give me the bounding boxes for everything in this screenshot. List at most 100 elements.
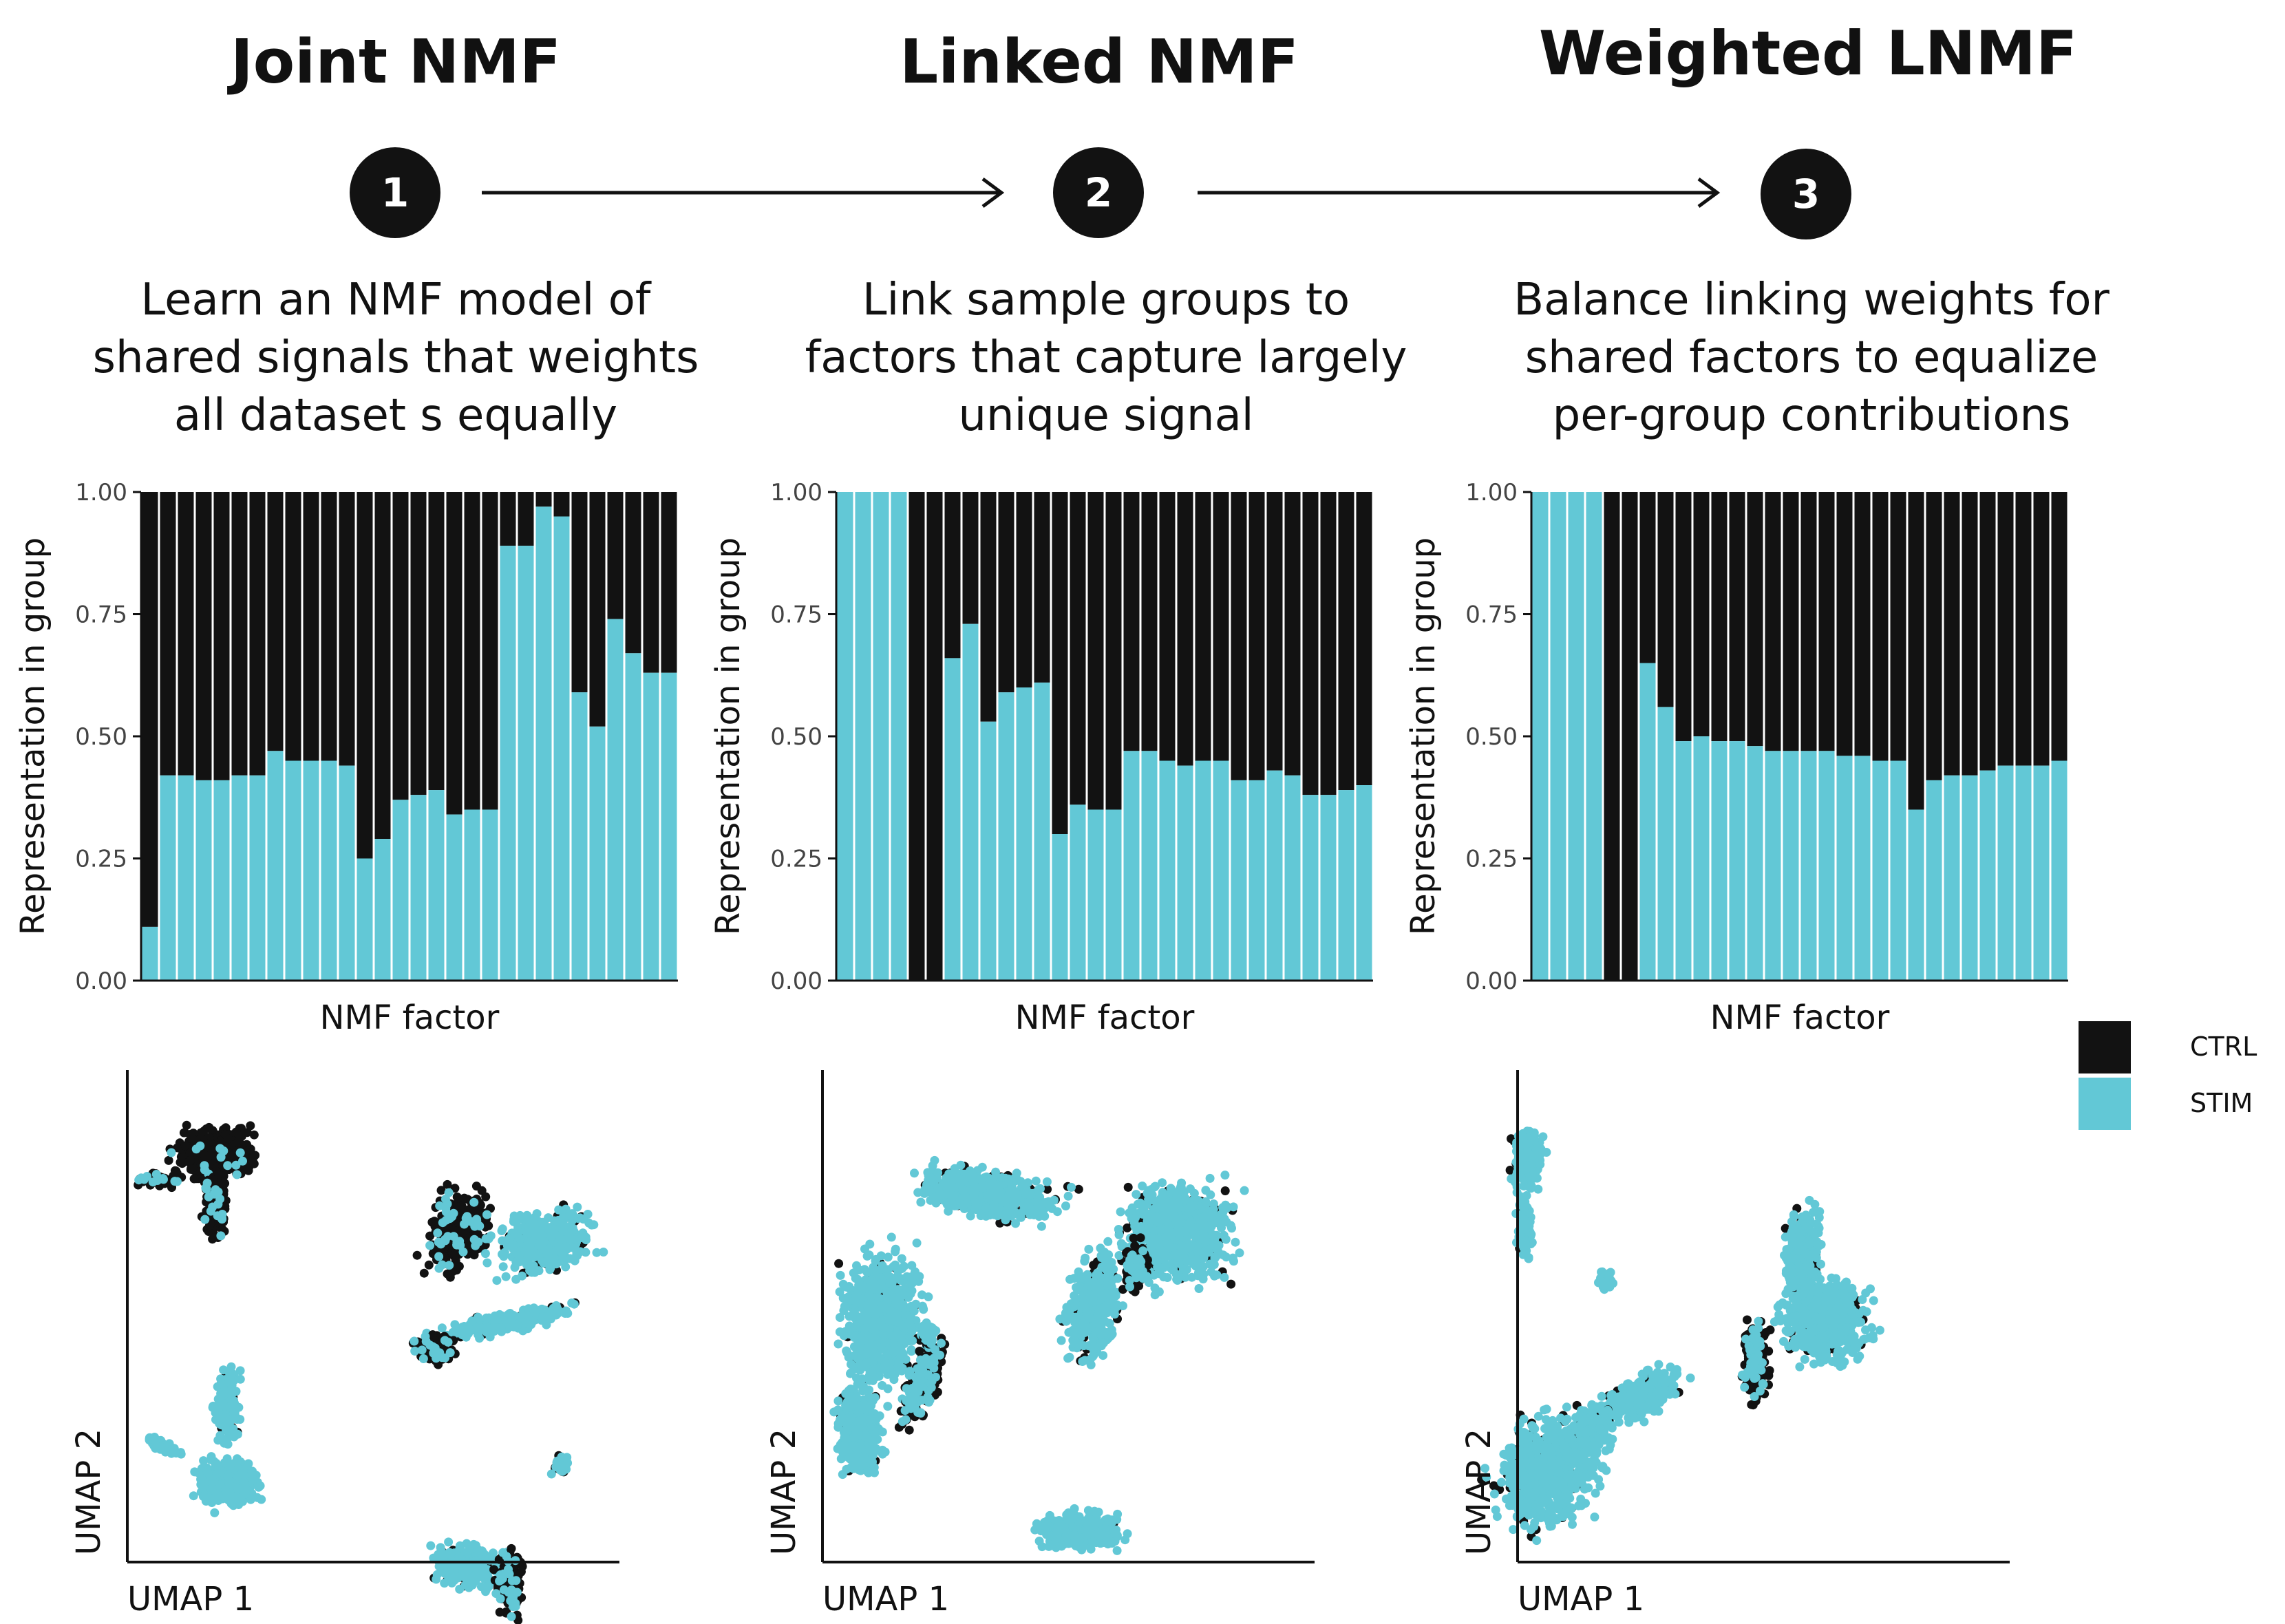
- umap-point-stim: [534, 1252, 544, 1261]
- umap-point-ctrl: [249, 1130, 259, 1140]
- umap-point-stim: [878, 1427, 887, 1437]
- bar-ctrl: [160, 492, 176, 776]
- umap-point-stim: [861, 1316, 871, 1325]
- umap-point-stim: [513, 1319, 522, 1329]
- umap-point-stim: [492, 1315, 502, 1325]
- bar-stim: [1693, 736, 1710, 981]
- x-axis-label: NMF factor: [1710, 998, 1890, 1037]
- x-axis-label: NMF factor: [320, 998, 500, 1037]
- umap-point-stim: [546, 1469, 556, 1479]
- umap-point-stim: [478, 1570, 488, 1579]
- bar-stim: [837, 492, 853, 981]
- umap-point-stim: [1061, 1201, 1070, 1210]
- umap-point-stim: [928, 1161, 937, 1171]
- umap-point-stim: [875, 1305, 884, 1314]
- umap-point-stim: [231, 1160, 241, 1170]
- bar-stim: [643, 672, 659, 981]
- umap-point-stim: [202, 1465, 212, 1475]
- umap-point-stim: [210, 1508, 220, 1517]
- umap-point-stim: [511, 1257, 521, 1267]
- description-line: shared signals that weights: [92, 332, 699, 383]
- umap-point-stim: [1002, 1199, 1012, 1208]
- umap-point-stim: [878, 1261, 887, 1270]
- umap-point-stim: [248, 1475, 258, 1484]
- umap-point-stim: [1040, 1211, 1050, 1221]
- umap-point-stim: [592, 1248, 602, 1257]
- umap-point-stim: [946, 1176, 955, 1186]
- umap-point-stim: [578, 1228, 588, 1238]
- umap-point-stim: [916, 1197, 926, 1207]
- umap-point-stim: [928, 1175, 937, 1184]
- umap-point-stim: [501, 1272, 511, 1281]
- bar-stim: [374, 839, 391, 981]
- umap-point-ctrl: [454, 1193, 463, 1203]
- bar-stim: [589, 726, 606, 981]
- umap-point-stim: [238, 1156, 247, 1166]
- umap-point-ctrl: [199, 1126, 209, 1136]
- bar-stim: [1747, 746, 1763, 981]
- umap-point-ctrl: [220, 1179, 230, 1188]
- bar-stim: [553, 516, 570, 981]
- umap-point-stim: [539, 1237, 549, 1247]
- bar-ctrl: [1034, 492, 1050, 683]
- bar-stim: [231, 775, 248, 981]
- bar-ctrl: [1800, 492, 1817, 751]
- umap-point-ctrl: [412, 1250, 422, 1260]
- bar-stim: [661, 672, 677, 981]
- umap-point-stim: [511, 1556, 520, 1566]
- bar-ctrl: [1836, 492, 1853, 756]
- bar-ctrl: [1052, 492, 1068, 834]
- bar-stim: [2015, 765, 2032, 981]
- umap-point-stim: [1003, 1174, 1013, 1184]
- umap-point-stim: [410, 1346, 420, 1356]
- umap-point-stim: [854, 1265, 864, 1274]
- umap-point-stim: [844, 1321, 854, 1331]
- umap-point-stim: [840, 1301, 849, 1311]
- bar-stim: [2051, 760, 2068, 981]
- umap-point-stim: [518, 1271, 527, 1281]
- umap-point-stim: [554, 1205, 564, 1215]
- umap-point-stim: [915, 1272, 924, 1281]
- bar-ctrl: [1908, 492, 1924, 810]
- description-line: per-group contributions: [1552, 390, 2071, 441]
- bar-ctrl: [428, 492, 445, 791]
- umap-point-stim: [1011, 1199, 1020, 1208]
- bar-ctrl: [195, 492, 212, 780]
- umap-point-stim: [499, 1569, 509, 1579]
- umap-point-stim: [167, 1148, 176, 1157]
- bar-ctrl: [1284, 492, 1301, 776]
- umap-point-stim: [195, 1141, 205, 1151]
- umap-point-ctrl: [436, 1186, 446, 1195]
- bar-ctrl: [1087, 492, 1104, 810]
- umap-point-stim: [924, 1292, 933, 1302]
- bar-stim: [1338, 790, 1354, 981]
- umap-point-ctrl: [424, 1260, 434, 1270]
- umap-point-stim: [575, 1213, 585, 1223]
- umap-point-stim: [844, 1453, 853, 1462]
- bar-stim: [464, 809, 480, 981]
- bar-stim: [1248, 780, 1265, 981]
- umap-point-stim: [460, 1322, 469, 1331]
- umap-point-stim: [493, 1323, 502, 1333]
- umap-point-ctrl: [495, 1607, 504, 1617]
- bar-stim: [392, 800, 409, 981]
- umap-point-stim: [882, 1287, 891, 1296]
- umap-point-stim: [893, 1285, 903, 1294]
- umap-point-stim: [213, 1496, 223, 1505]
- umap-point-stim: [558, 1226, 568, 1236]
- umap-point-ctrl: [246, 1144, 255, 1154]
- umap-point-stim: [567, 1299, 577, 1307]
- umap-point-stim: [912, 1238, 922, 1248]
- umap-point-stim: [469, 1539, 478, 1549]
- bar-ctrl: [2051, 492, 2068, 761]
- umap-point-stim: [549, 1227, 559, 1237]
- umap-point-stim: [248, 1466, 257, 1476]
- bar-ctrl: [1016, 492, 1032, 687]
- bar-stim: [1908, 809, 1924, 981]
- umap-point-stim: [437, 1323, 447, 1333]
- umap-point-stim: [511, 1601, 520, 1611]
- umap-point-stim: [907, 1261, 917, 1270]
- bar-stim: [428, 790, 445, 981]
- umap-point-stim: [434, 1237, 443, 1247]
